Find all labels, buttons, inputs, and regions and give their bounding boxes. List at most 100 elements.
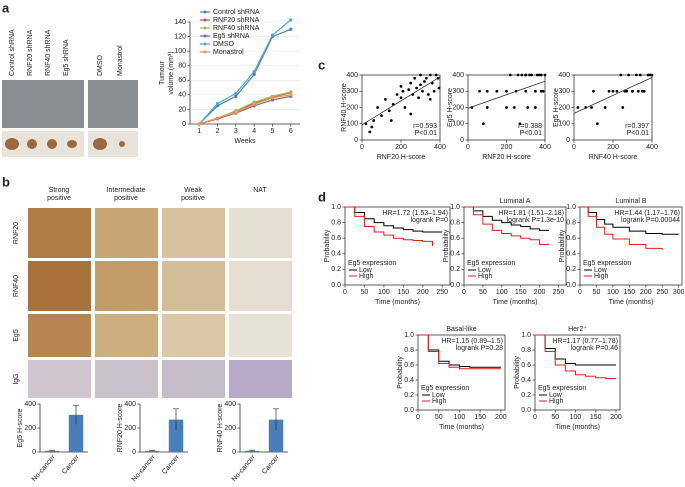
annotation: logrank P=0 — [410, 217, 448, 224]
x-tick-label: Cancer — [161, 453, 181, 475]
y-tick-label: 0.8 — [521, 347, 531, 354]
histology-image — [229, 360, 292, 398]
point — [424, 76, 428, 80]
y-tick-label: 0 — [132, 449, 136, 456]
x-tick-label: 200 — [495, 414, 507, 421]
x-tick-label: 4 — [252, 128, 256, 135]
y-tick-label: 0.4 — [331, 251, 341, 258]
legend-label: High — [594, 273, 609, 280]
point — [368, 130, 372, 134]
point — [395, 93, 399, 96]
y-tick-label: 200 — [452, 104, 464, 111]
y-tick-label: 0.6 — [331, 235, 341, 242]
point — [270, 98, 275, 102]
x-axis-label: Time (months) — [493, 299, 538, 306]
x-tick-label: Cancer — [261, 453, 281, 475]
point — [415, 86, 418, 90]
y-tick-label: 0.8 — [566, 219, 576, 226]
annotation: HR=1.15 (0.89–1.5) — [441, 338, 503, 345]
legend-label: Low — [478, 267, 492, 274]
annotation: HR=1.17 (0.77–1.78) — [552, 338, 618, 345]
y-tick-label: 0.2 — [566, 266, 576, 273]
y-tick-label: 0.2 — [331, 266, 341, 273]
y-tick-label: 40 — [178, 92, 186, 99]
point — [419, 73, 422, 77]
y-tick-label: 0.8 — [404, 347, 414, 354]
point — [270, 33, 275, 37]
x-tick-label: 250 — [436, 289, 448, 296]
histology-image — [28, 360, 91, 398]
point — [376, 106, 379, 109]
y-tick-label: 100 — [174, 48, 186, 55]
point — [485, 89, 489, 93]
legend-title: Eg5 expression — [348, 260, 396, 267]
error-bar — [173, 408, 179, 431]
x-axis-label: RNF20 H-score — [377, 154, 426, 161]
y-axis-label: Eg5 H-score — [17, 408, 24, 447]
annotation: r=0.397 — [625, 123, 649, 130]
column-header: positive — [114, 195, 138, 202]
point — [495, 89, 499, 93]
y-axis-label: volume (mm³) — [168, 51, 175, 94]
point — [576, 106, 580, 109]
legend-label: Monastrol — [213, 49, 244, 56]
annotation: HR=1.72 (1.53–1.94) — [382, 210, 448, 217]
point — [289, 18, 293, 22]
y-axis-label: Eg5 H-score — [447, 88, 454, 127]
y-tick-label: 0.4 — [450, 251, 460, 258]
point — [619, 73, 623, 77]
x-tick-label: 200 — [501, 144, 513, 151]
legend-label: Low — [359, 267, 373, 274]
x-tick-label: 400 — [434, 144, 446, 151]
y-tick-label: 0.2 — [404, 392, 414, 399]
point — [505, 89, 508, 93]
legend-marker — [203, 18, 207, 22]
point — [428, 73, 432, 77]
point — [631, 89, 634, 93]
point — [384, 97, 387, 101]
y-tick-label: 1.0 — [331, 204, 341, 211]
y-tick-label: 100 — [558, 121, 570, 128]
column-header: NAT — [253, 187, 267, 194]
legend-marker — [203, 26, 207, 30]
point — [399, 84, 403, 88]
y-axis-label: Probability — [443, 229, 450, 262]
fit-line — [361, 76, 441, 126]
x-tick-label: 200 — [610, 414, 622, 421]
legend-label: Eg5 shRNA — [213, 33, 250, 40]
point — [530, 73, 533, 77]
point — [252, 100, 256, 104]
y-tick-label: 1.0 — [566, 204, 576, 211]
x-tick-label: 50 — [361, 289, 369, 296]
point — [234, 91, 238, 95]
legend-label: High — [549, 398, 564, 405]
x-tick-label: 250 — [656, 289, 668, 296]
y-tick-label: 0.8 — [331, 219, 341, 226]
panel-letter: c — [318, 57, 325, 72]
point — [611, 89, 615, 93]
row-label: Eg5 — [13, 329, 20, 342]
x-tick-label: 0 — [578, 289, 582, 296]
row-label: RNF20 — [13, 222, 20, 244]
histology-image — [28, 208, 91, 258]
x-tick-label: 0 — [462, 289, 466, 296]
bar — [168, 419, 184, 452]
legend-title: Eg5 expression — [421, 385, 469, 392]
point — [625, 89, 629, 93]
point — [533, 106, 537, 109]
y-tick-label: 0.0 — [566, 282, 576, 289]
point — [516, 73, 520, 77]
point — [592, 89, 595, 93]
y-tick-label: 200 — [558, 104, 570, 111]
x-tick-label: 5 — [271, 128, 275, 135]
point — [270, 96, 275, 100]
annotation: HR=1.44 (1.17–1.76) — [614, 210, 680, 217]
error-bar — [273, 408, 279, 431]
x-tick-label: 400 — [539, 144, 551, 151]
histology-image — [229, 261, 292, 311]
point — [537, 73, 541, 77]
photo-label: Control shRNA — [9, 29, 16, 76]
point — [518, 122, 522, 126]
point — [650, 73, 654, 77]
y-tick-label: 80 — [178, 63, 186, 70]
